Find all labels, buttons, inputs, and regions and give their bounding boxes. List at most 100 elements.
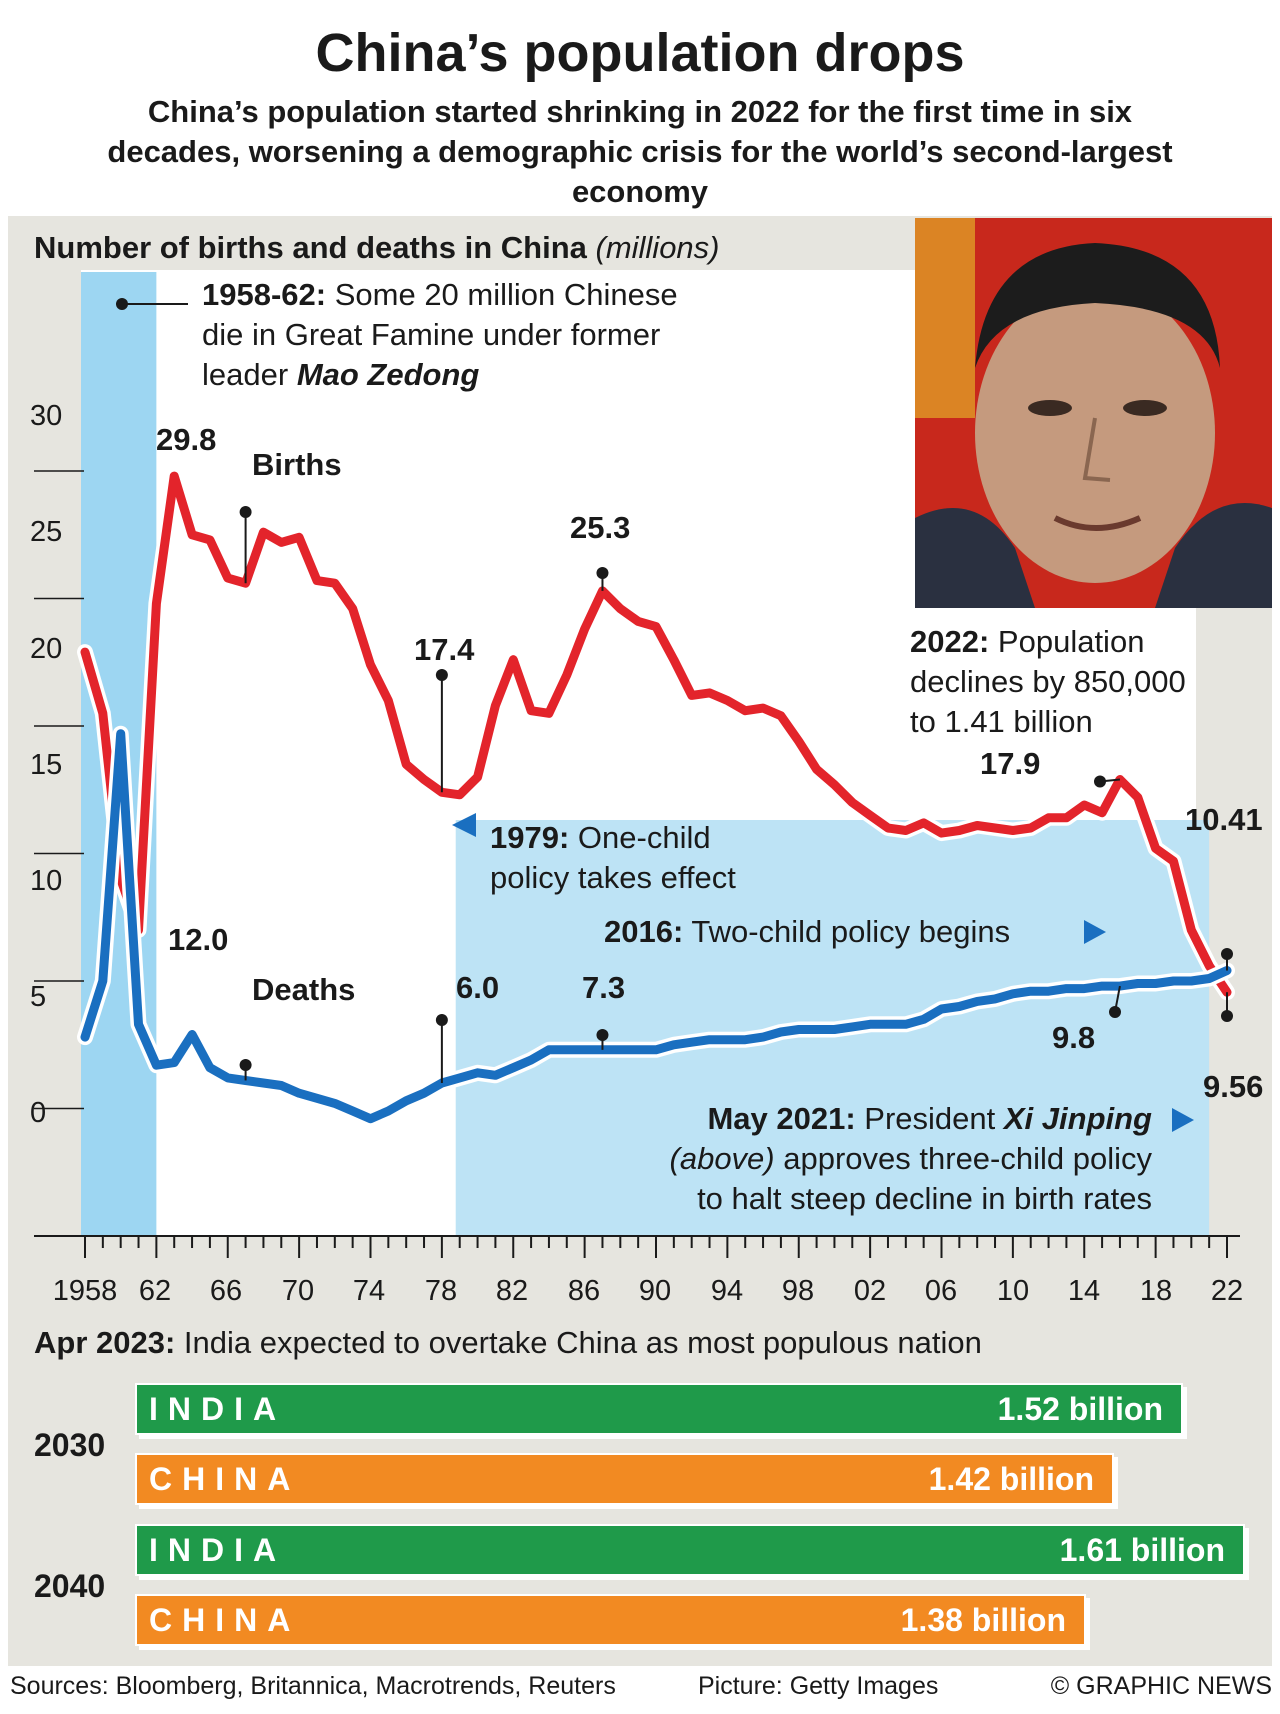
x-tick-78: 78 (424, 1275, 458, 1307)
value-label-17-4: 17.4 (414, 632, 475, 667)
three-child-year: May 2021: (707, 1101, 856, 1136)
x-tick-06: 06 (924, 1275, 958, 1307)
x-tick-90: 90 (638, 1275, 672, 1307)
one-child-annotation: 1979: One-child policy takes effect (490, 818, 736, 898)
births-label-dot (239, 506, 252, 518)
year-label-2040: 2040 (34, 1568, 106, 1604)
three-child-text-1: President (864, 1101, 996, 1136)
one-child-year: 1979: (490, 820, 570, 855)
deaths-label-dot (239, 1059, 252, 1071)
two-child-year: 2016: (604, 914, 684, 949)
y-tick-15: 15 (30, 749, 63, 781)
xi-jinping-photo (915, 218, 1272, 608)
series-line-births (80, 471, 1232, 997)
value-label-6-0: 6.0 (456, 970, 500, 1005)
footer-sources: Sources: Bloomberg, Britannica, Macrotre… (10, 1672, 616, 1700)
population-text-3: to 1.41 billion (910, 704, 1093, 739)
one-child-text-1: One-child (577, 820, 711, 855)
y-tick-5: 5 (30, 981, 47, 1013)
value-label-12-0: 12.0 (168, 922, 229, 957)
two-child-arrow-icon (1084, 920, 1106, 944)
x-tick-86: 86 (567, 1275, 601, 1307)
y-tick-0: 0 (30, 1097, 47, 1129)
bar-china-2040: CHINA 1.38 billion (135, 1594, 1086, 1646)
three-child-above: (above) (669, 1141, 775, 1176)
footer-picture: Picture: Getty Images (698, 1672, 939, 1700)
x-tick-18: 18 (1139, 1275, 1173, 1307)
famine-year: 1958-62: (202, 277, 327, 312)
population-annotation: 2022: Population declines by 850,000 to … (910, 622, 1186, 742)
x-tick-98: 98 (781, 1275, 815, 1307)
one-child-text-2: policy takes effect (490, 860, 736, 895)
deaths-1978-dot (435, 1014, 448, 1026)
value-label-10-41: 10.41 (1185, 802, 1263, 837)
x-tick-02: 02 (853, 1275, 887, 1307)
three-child-annotation: May 2021: President Xi Jinping (above) a… (540, 1099, 1152, 1219)
x-tick-70: 70 (281, 1275, 315, 1307)
births-1987-dot (596, 567, 609, 579)
deaths-2022-dot (1221, 948, 1233, 960)
x-tick-82: 82 (495, 1275, 529, 1307)
famine-text-3: leader (202, 357, 289, 392)
year-label-2030: 2030 (34, 1427, 106, 1463)
value-label-9-56: 9.56 (1203, 1069, 1264, 1104)
value-label-17-9: 17.9 (980, 746, 1041, 781)
famine-text-2: die in Great Famine under former (202, 317, 661, 352)
bar-value: 1.38 billion (900, 1602, 1066, 1638)
value-label-7-3: 7.3 (582, 970, 626, 1005)
population-text-2: declines by 850,000 (910, 664, 1186, 699)
three-child-text-3: to halt steep decline in birth rates (697, 1181, 1152, 1216)
famine-name: Mao Zedong (296, 357, 480, 392)
page-title: China’s population drops (315, 23, 965, 83)
bar-value: 1.42 billion (928, 1461, 1094, 1497)
bar-name: INDIA (149, 1391, 287, 1427)
bar-india-2030: INDIA 1.52 billion (135, 1383, 1183, 1435)
bars-title-text: India expected to overtake China as most… (183, 1325, 982, 1360)
x-tick-14: 14 (1067, 1275, 1101, 1307)
value-label-9-8: 9.8 (1052, 1020, 1096, 1055)
bar-value: 1.61 billion (1059, 1532, 1225, 1568)
famine-text-1: Some 20 million Chinese (334, 277, 678, 312)
deaths-series-label: Deaths (252, 972, 356, 1007)
y-tick-20: 20 (30, 633, 63, 665)
three-child-name: Xi Jinping (1003, 1101, 1152, 1136)
famine-annotation: 1958-62: Some 20 million Chinese die in … (202, 275, 678, 395)
chart-title-text: Number of births and deaths in China (34, 230, 587, 265)
three-child-text-2: approves three-child policy (783, 1141, 1152, 1176)
x-tick-66: 66 (209, 1275, 243, 1307)
chart-unit: (millions) (595, 230, 720, 265)
famine-dot (116, 298, 128, 310)
bar-name: CHINA (149, 1461, 301, 1497)
births-series-label: Births (252, 447, 342, 482)
y-tick-10: 10 (30, 865, 63, 897)
bar-name: CHINA (149, 1602, 301, 1638)
one-child-arrow-icon (452, 813, 476, 837)
x-tick-74: 74 (352, 1275, 386, 1307)
births-2016-dot (1094, 775, 1106, 788)
two-child-text: Two-child policy begins (691, 914, 1011, 949)
two-child-annotation: 2016: Two-child policy begins (604, 912, 1010, 952)
value-label-25-3: 25.3 (570, 510, 631, 545)
series-line-deaths (80, 729, 1232, 1124)
chart-title: Number of births and deaths in China (mi… (34, 230, 720, 266)
bar-name: INDIA (149, 1532, 287, 1568)
births-1978-dot (435, 669, 448, 681)
bar-china-2030: CHINA 1.42 billion (135, 1453, 1114, 1505)
x-tick-62: 62 (138, 1275, 172, 1307)
page-subtitle: China’s population started shrinking in … (107, 94, 1173, 209)
portrait-icon (915, 218, 1272, 608)
population-text-1: Population (997, 624, 1145, 659)
footer-credit: © GRAPHIC NEWS (1050, 1672, 1272, 1700)
deaths-2016-dot (1109, 1006, 1121, 1018)
population-year: 2022: (910, 624, 990, 659)
x-tick-1958: 1958 (52, 1275, 118, 1307)
y-tick-25: 25 (30, 516, 63, 548)
footer: Sources: Bloomberg, Britannica, Macrotre… (10, 1672, 1272, 1701)
bar-value: 1.52 billion (997, 1391, 1163, 1427)
bars-title-date: Apr 2023: (34, 1325, 176, 1360)
three-child-arrow-icon (1172, 1108, 1194, 1132)
value-label-29-8: 29.8 (156, 422, 217, 457)
x-tick-22: 22 (1210, 1275, 1244, 1307)
deaths-1987-dot (596, 1029, 609, 1041)
bars-title: Apr 2023: India expected to overtake Chi… (34, 1325, 982, 1361)
